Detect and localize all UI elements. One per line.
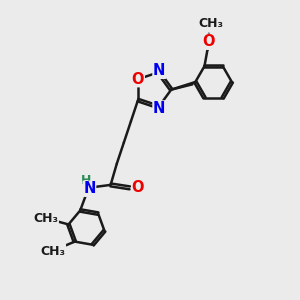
Text: CH₃: CH₃ [199, 17, 224, 30]
Text: N: N [153, 63, 165, 78]
Text: O: O [132, 180, 144, 195]
Text: CH₃: CH₃ [33, 212, 58, 225]
Text: O: O [202, 34, 215, 49]
Text: O: O [132, 72, 144, 87]
Text: N: N [153, 101, 165, 116]
Text: CH₃: CH₃ [40, 244, 65, 257]
Text: N: N [83, 181, 96, 196]
Text: H: H [81, 174, 91, 187]
